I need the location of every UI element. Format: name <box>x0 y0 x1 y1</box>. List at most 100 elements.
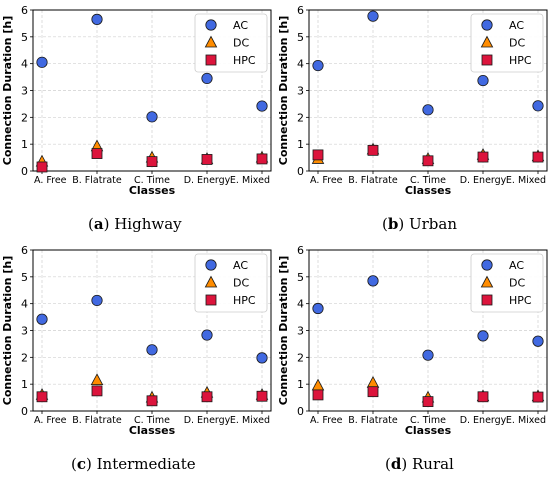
legend: AC DC HPC <box>470 13 544 73</box>
legend: AC DC HPC <box>470 253 544 313</box>
y-tick-label: 2 <box>21 111 28 124</box>
x-tick-label: A. Free <box>310 175 343 186</box>
data-point-dc <box>90 373 104 386</box>
x-tick-label: D. Energy <box>184 175 231 186</box>
data-point-ac <box>146 344 158 356</box>
data-point-ac <box>256 100 268 112</box>
series-ac <box>36 13 268 123</box>
data-point-hpc <box>532 151 544 163</box>
data-point-hpc <box>36 161 48 173</box>
data-point-hpc <box>367 144 379 156</box>
x-axis-label: Classes <box>405 184 452 197</box>
data-point-ac <box>532 335 544 347</box>
y-tick-label: 4 <box>21 58 28 71</box>
data-point-ac <box>146 111 158 123</box>
data-point-hpc <box>146 156 158 168</box>
data-point-hpc <box>422 396 434 408</box>
x-axis-label: Classes <box>405 424 452 437</box>
legend-marker-dc <box>480 275 494 288</box>
data-point-dc <box>366 375 380 388</box>
legend-marker-hpc <box>205 54 217 66</box>
legend-label-ac: AC <box>509 19 524 32</box>
data-point-hpc <box>256 153 268 165</box>
x-tick-label: B. Flatrate <box>348 175 398 186</box>
x-axis-label: Classes <box>129 424 176 437</box>
caption-name: Urban <box>408 215 458 233</box>
data-point-ac <box>477 330 489 342</box>
x-tick-label: E. Mixed <box>506 415 546 426</box>
y-axis-label: Connection Duration [h] <box>1 16 14 165</box>
y-tick-label: 6 <box>21 4 28 17</box>
caption-letter: d <box>390 455 402 473</box>
series-hpc <box>36 385 268 407</box>
data-point-hpc <box>477 151 489 163</box>
x-axis-label: Classes <box>129 184 176 197</box>
legend-marker-hpc <box>481 54 493 66</box>
data-point-ac <box>422 104 434 116</box>
x-tick-label: D. Energy <box>460 175 507 186</box>
data-point-ac <box>201 329 213 341</box>
y-tick-label: 0 <box>297 165 304 178</box>
x-tick-label: B. Flatrate <box>348 415 398 426</box>
caption-b: (b) Urban <box>382 215 458 233</box>
x-tick-label: C. Time <box>410 175 446 186</box>
y-tick-label: 0 <box>21 165 28 178</box>
series-ac <box>36 294 268 364</box>
y-axis-label: Connection Duration [h] <box>1 256 14 405</box>
data-point-ac <box>367 275 379 287</box>
legend-label-ac: AC <box>509 259 524 272</box>
chart-panel-b: 0 1 2 3 4 5 6 A. Free B. Flatrate C. Time D. Energ… <box>277 4 548 197</box>
data-point-ac <box>201 72 213 85</box>
caption-letter: a <box>93 215 104 233</box>
caption-name: Intermediate <box>96 455 196 473</box>
data-point-ac <box>477 74 489 87</box>
y-tick-label: 5 <box>21 31 28 44</box>
x-tick-label: A. Free <box>310 415 343 426</box>
legend-marker-ac <box>205 19 217 31</box>
x-tick-label: E. Mixed <box>506 175 546 186</box>
caption-letter: c <box>76 455 86 473</box>
x-tick-label: B. Flatrate <box>72 175 122 186</box>
data-point-ac <box>91 13 103 25</box>
data-point-hpc <box>201 391 213 403</box>
legend-label-hpc: HPC <box>509 294 532 307</box>
y-tick-label: 6 <box>21 244 28 257</box>
caption-name: Rural <box>411 455 454 473</box>
y-axis-label: Connection Duration [h] <box>277 256 290 405</box>
legend-marker-ac <box>481 259 493 271</box>
legend-label-ac: AC <box>233 19 248 32</box>
legend-marker-dc <box>204 275 218 288</box>
x-tick-label: C. Time <box>134 175 170 186</box>
data-point-hpc <box>256 390 268 402</box>
data-point-hpc <box>201 154 213 165</box>
legend-marker-dc <box>480 35 494 48</box>
y-tick-label: 2 <box>297 351 304 364</box>
legend-marker-hpc <box>481 294 493 306</box>
data-point-hpc <box>422 155 434 167</box>
legend-label-hpc: HPC <box>233 54 256 67</box>
data-point-hpc <box>36 391 48 403</box>
y-tick-label: 1 <box>21 138 28 151</box>
data-point-ac <box>256 352 268 364</box>
y-tick-label: 4 <box>297 58 304 71</box>
data-point-hpc <box>91 148 103 159</box>
legend-marker-ac <box>205 259 217 271</box>
x-tick-label: D. Energy <box>460 415 507 426</box>
y-tick-label: 3 <box>21 85 28 98</box>
caption-d: (d) Rural <box>385 455 454 473</box>
y-tick-label: 3 <box>21 325 28 338</box>
chart-panel-d: 0 1 2 3 4 5 6 A. Free B. Flatrate C. Time D. Energ… <box>277 244 548 437</box>
y-tick-label: 1 <box>297 138 304 151</box>
y-tick-label: 2 <box>297 111 304 124</box>
data-point-hpc <box>312 389 324 401</box>
chart-panel-c: 0 1 2 3 4 5 6 A. Free B. Flatrate C. Time D. Energ… <box>1 244 272 437</box>
data-point-ac <box>91 294 103 307</box>
x-tick-label: A. Free <box>34 415 67 426</box>
data-point-hpc <box>146 395 158 407</box>
data-point-hpc <box>91 385 103 397</box>
legend-label-dc: DC <box>233 277 249 290</box>
y-tick-label: 2 <box>21 351 28 364</box>
data-point-ac <box>36 313 48 325</box>
data-point-ac <box>532 100 544 112</box>
